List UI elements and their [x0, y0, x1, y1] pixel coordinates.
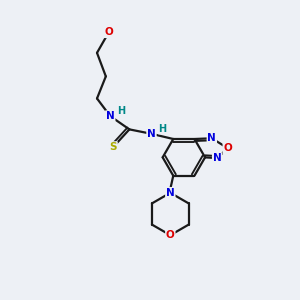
- Text: O: O: [224, 143, 232, 153]
- Text: H: H: [159, 124, 167, 134]
- Text: S: S: [110, 142, 117, 152]
- Text: H: H: [117, 106, 125, 116]
- Text: N: N: [166, 188, 175, 198]
- Text: O: O: [104, 27, 113, 37]
- Text: N: N: [208, 133, 216, 143]
- Text: N: N: [106, 111, 115, 121]
- Text: N: N: [213, 153, 221, 163]
- Text: O: O: [166, 230, 175, 240]
- Text: N: N: [147, 129, 156, 139]
